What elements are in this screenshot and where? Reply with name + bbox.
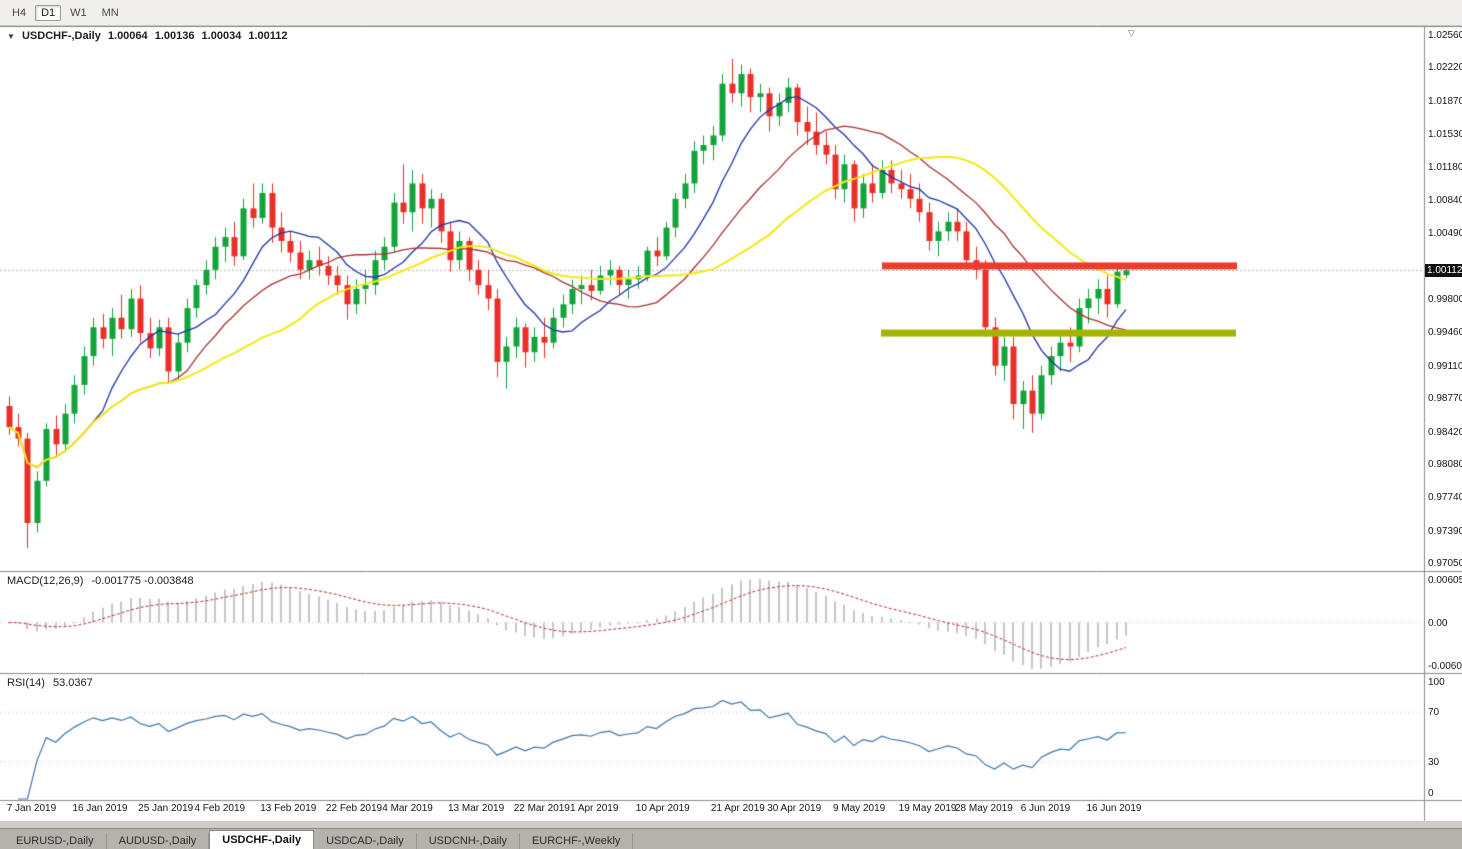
price-axis-label: 1.02560 (1428, 29, 1462, 41)
price-axis-label: 1.01530 (1428, 128, 1462, 140)
chart-shift-icon[interactable]: ▽ (1128, 28, 1135, 38)
timeframe-toolbar: H4 D1 W1 MN (0, 0, 1462, 26)
date-axis-label: 1 Apr 2019 (570, 803, 619, 814)
date-axis-label: 4 Mar 2019 (382, 803, 433, 814)
price-axis-label: 1.00840 (1428, 194, 1462, 206)
price-axis-label: 0.99460 (1428, 327, 1462, 339)
macd-axis-label: 0.00 (1428, 617, 1448, 629)
rsi-axis-label: 70 (1428, 707, 1440, 719)
timeframe-button-mn[interactable]: MN (101, 6, 119, 19)
date-axis-label: 7 Jan 2019 (6, 803, 57, 814)
chart-tab-eurchf-weekly[interactable]: EURCHF-,Weekly (520, 833, 634, 849)
chart-ohlc-header: ▼ USDCHF-,Daily 1.00064 1.00136 1.00034 … (7, 30, 292, 42)
date-axis-label: 19 May 2019 (898, 803, 957, 814)
timeframe-button-d1[interactable]: D1 (35, 4, 62, 21)
price-axis-label: 0.97740 (1428, 492, 1462, 504)
rsi-axis-label: 100 (1428, 677, 1445, 688)
chart-canvas[interactable] (0, 26, 1462, 821)
price-axis-label: 0.97390 (1428, 525, 1462, 537)
date-axis-label: 22 Mar 2019 (513, 803, 570, 814)
pane-splitter-rsi[interactable] (0, 671, 1462, 676)
timeframe-button-w1[interactable]: W1 (70, 6, 87, 19)
chart-tab-eurusd-daily[interactable]: EURUSD-,Daily (4, 833, 107, 849)
rsi-label: RSI(14) 53.0367 (7, 677, 98, 689)
chart-tabs-bar: EURUSD-,Daily AUDUSD-,Daily USDCHF-,Daily U… (0, 828, 1462, 849)
rsi-axis-label: 30 (1428, 756, 1440, 768)
rsi-axis-label: 0 (1428, 788, 1434, 799)
rsi-title: RSI(14) (7, 677, 45, 689)
price-axis-label: 1.01180 (1428, 162, 1462, 174)
ohlc-close: 1.00112 (248, 30, 288, 42)
price-axis-label: 0.98080 (1428, 459, 1462, 471)
chart-symbol-label: USDCHF-,Daily (21, 30, 101, 42)
price-axis-label: 0.97050 (1428, 558, 1462, 570)
date-axis-label: 25 Jan 2019 (138, 803, 194, 814)
macd-values: -0.001775 -0.003848 (91, 575, 194, 587)
date-axis-label: 30 Apr 2019 (767, 803, 822, 814)
current-price-value: 1.00112 (1427, 264, 1462, 276)
chart-tab-audusd-daily[interactable]: AUDUSD-,Daily (107, 833, 210, 849)
price-axis-label: 0.99110 (1428, 360, 1462, 372)
date-axis-label: 13 Mar 2019 (447, 803, 505, 814)
chart-tab-usdchf-daily[interactable]: USDCHF-,Daily (209, 830, 315, 849)
symbol-triangle-icon: ▼ (7, 32, 15, 41)
price-axis-label: 1.01870 (1428, 95, 1462, 107)
date-axis-label: 16 Jun 2019 (1086, 803, 1142, 814)
window-bottom-strip (0, 821, 1462, 828)
current-price-tag: 1.00112 (1425, 263, 1462, 277)
pane-splitter-macd[interactable] (0, 569, 1462, 574)
chart-window: ▼ USDCHF-,Daily 1.00064 1.00136 1.00034 … (0, 26, 1462, 821)
date-axis-label: 21 Apr 2019 (710, 803, 765, 814)
chart-tab-usdcad-daily[interactable]: USDCAD-,Daily (314, 833, 417, 849)
price-axis-label: 1.00490 (1428, 228, 1462, 240)
ohlc-high: 1.00136 (154, 30, 195, 42)
date-axis-label: 6 Jun 2019 (1020, 803, 1071, 814)
ohlc-open: 1.00064 (107, 30, 148, 42)
macd-axis-label: 0.006058 (1428, 575, 1462, 586)
price-axis-label: 0.98770 (1428, 393, 1462, 405)
ohlc-low: 1.00034 (201, 30, 242, 42)
chart-tab-usdcnh-daily[interactable]: USDCNH-,Daily (417, 833, 520, 849)
price-axis-label: 1.02220 (1428, 62, 1462, 74)
price-axis-label: 0.98420 (1428, 426, 1462, 438)
rsi-value: 53.0367 (52, 677, 93, 689)
date-axis-label: 16 Jan 2019 (72, 803, 128, 814)
date-axis-label: 13 Feb 2019 (260, 803, 317, 814)
date-axis-label: 22 Feb 2019 (325, 803, 383, 814)
date-axis-label: 4 Feb 2019 (194, 803, 246, 814)
date-axis-label: 10 Apr 2019 (635, 803, 690, 814)
timeframe-button-h4[interactable]: H4 (12, 6, 27, 19)
macd-axis-label: -0.006096 (1428, 661, 1462, 672)
date-axis-label: 28 May 2019 (954, 803, 1013, 814)
macd-label: MACD(12,26,9) -0.001775 -0.003848 (7, 575, 199, 587)
price-axis-label: 0.99800 (1428, 294, 1462, 306)
macd-title: MACD(12,26,9) (7, 575, 84, 587)
date-axis-label: 9 May 2019 (832, 803, 886, 814)
